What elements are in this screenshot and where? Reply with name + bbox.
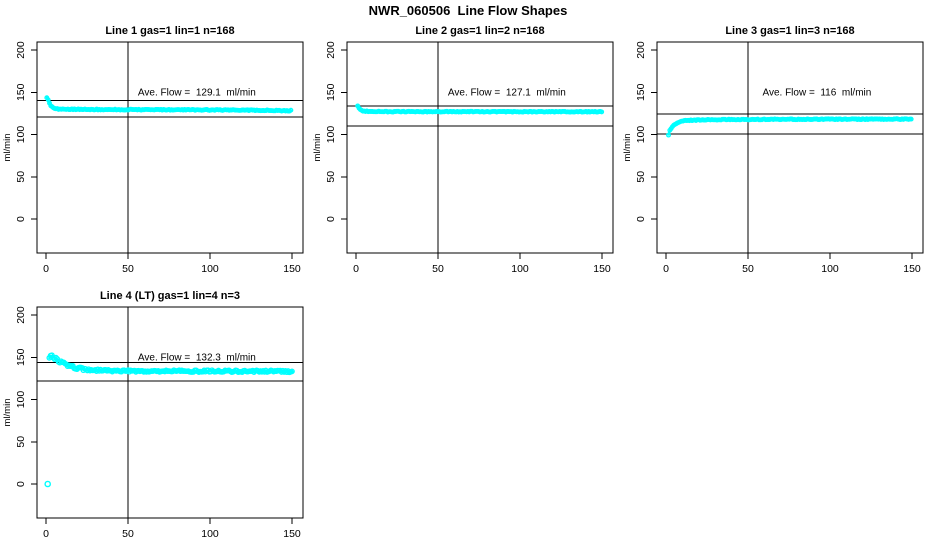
y-tick-label: 150 (15, 348, 27, 366)
figure-title: NWR_060506 Line Flow Shapes (368, 3, 568, 18)
ave-flow-annotation: Ave. Flow = 127.1 ml/min (448, 88, 566, 99)
outlier-point (44, 480, 52, 488)
x-tick-label: 150 (283, 263, 301, 275)
plot-line-1: Line 1 gas=1 lin=1 n=168 0 50 100 150 0 50 100 1… (2, 25, 304, 275)
y-tick-label: 50 (15, 171, 27, 183)
x-tick-label: 100 (821, 263, 839, 275)
x-tick-label: 150 (593, 263, 611, 275)
y-tick-label: 150 (15, 83, 27, 101)
y-tick-label: 100 (325, 126, 337, 144)
subplot-title: Line 1 gas=1 lin=1 n=168 (105, 25, 234, 37)
plot-line-4: Line 4 (LT) gas=1 lin=4 n=3 0 50 100 150 0 50 1… (2, 290, 304, 540)
x-tick-label: 50 (122, 528, 134, 540)
y-axis-label: ml/min (2, 399, 13, 427)
y-axis-label: ml/min (312, 134, 323, 162)
ave-flow-annotation: Ave. Flow = 129.1 ml/min (138, 88, 256, 99)
y-axis-label: ml/min (622, 134, 633, 162)
x-tick-label: 50 (742, 263, 754, 275)
x-axis: 0 50 100 150 (43, 253, 301, 275)
x-tick-label: 100 (511, 263, 529, 275)
plot-box (656, 41, 924, 254)
plot-line-3: Line 3 gas=1 lin=3 n=168 0 50 100 150 0 50 100 1… (622, 25, 924, 275)
data-point (599, 109, 605, 115)
x-tick-label: 100 (201, 528, 219, 540)
y-axis: 0 50 100 150 200 ml/min (2, 306, 37, 487)
y-tick-label: 200 (635, 41, 647, 59)
y-tick-label: 50 (15, 436, 27, 448)
ave-flow-annotation: Ave. Flow = 132.3 ml/min (138, 353, 256, 364)
data-series (44, 95, 294, 114)
x-axis: 0 50 100 150 (663, 253, 921, 275)
y-tick-label: 150 (325, 83, 337, 101)
subplot-title: Line 3 gas=1 lin=3 n=168 (725, 25, 854, 37)
y-tick-label: 100 (635, 126, 647, 144)
x-axis: 0 50 100 150 (353, 253, 611, 275)
y-tick-label: 200 (15, 41, 27, 59)
y-axis-label: ml/min (2, 134, 13, 162)
x-tick-label: 0 (43, 528, 49, 540)
y-tick-label: 100 (15, 126, 27, 144)
data-point (666, 132, 671, 138)
x-tick-label: 150 (283, 528, 301, 540)
plot-box (36, 306, 304, 519)
subplot-title: Line 2 gas=1 lin=2 n=168 (415, 25, 544, 37)
y-tick-label: 0 (635, 216, 647, 222)
plot-box (346, 41, 614, 254)
x-tick-label: 0 (663, 263, 669, 275)
data-series (355, 103, 605, 115)
y-tick-label: 200 (325, 41, 337, 59)
data-point (54, 356, 61, 362)
y-axis: 0 50 100 150 200 ml/min (312, 41, 347, 222)
y-tick-label: 0 (15, 216, 27, 222)
y-tick-label: 0 (15, 481, 27, 487)
data-point (288, 107, 294, 113)
y-tick-label: 50 (635, 171, 647, 183)
data-point (53, 354, 59, 361)
x-tick-label: 50 (432, 263, 444, 275)
x-tick-label: 0 (43, 263, 49, 275)
y-tick-label: 100 (15, 391, 27, 409)
y-tick-label: 50 (325, 171, 337, 183)
data-point (908, 116, 914, 122)
y-tick-label: 0 (325, 216, 337, 222)
x-tick-label: 50 (122, 263, 134, 275)
plot-line-2: Line 2 gas=1 lin=2 n=168 0 50 100 150 0 50 100 1… (312, 25, 614, 275)
data-series (666, 116, 914, 138)
subplot-title: Line 4 (LT) gas=1 lin=4 n=3 (100, 290, 240, 302)
y-axis: 0 50 100 150 200 ml/min (622, 41, 657, 222)
plot-box (36, 41, 304, 254)
x-tick-label: 0 (353, 263, 359, 275)
y-axis: 0 50 100 150 200 ml/min (2, 41, 37, 222)
data-point (289, 368, 295, 375)
data-series (44, 352, 295, 488)
y-tick-label: 150 (635, 83, 647, 101)
ave-flow-annotation: Ave. Flow = 116 ml/min (762, 88, 871, 99)
y-tick-label: 200 (15, 306, 27, 324)
x-tick-label: 100 (201, 263, 219, 275)
x-tick-label: 150 (903, 263, 921, 275)
x-axis: 0 50 100 150 (43, 518, 301, 540)
